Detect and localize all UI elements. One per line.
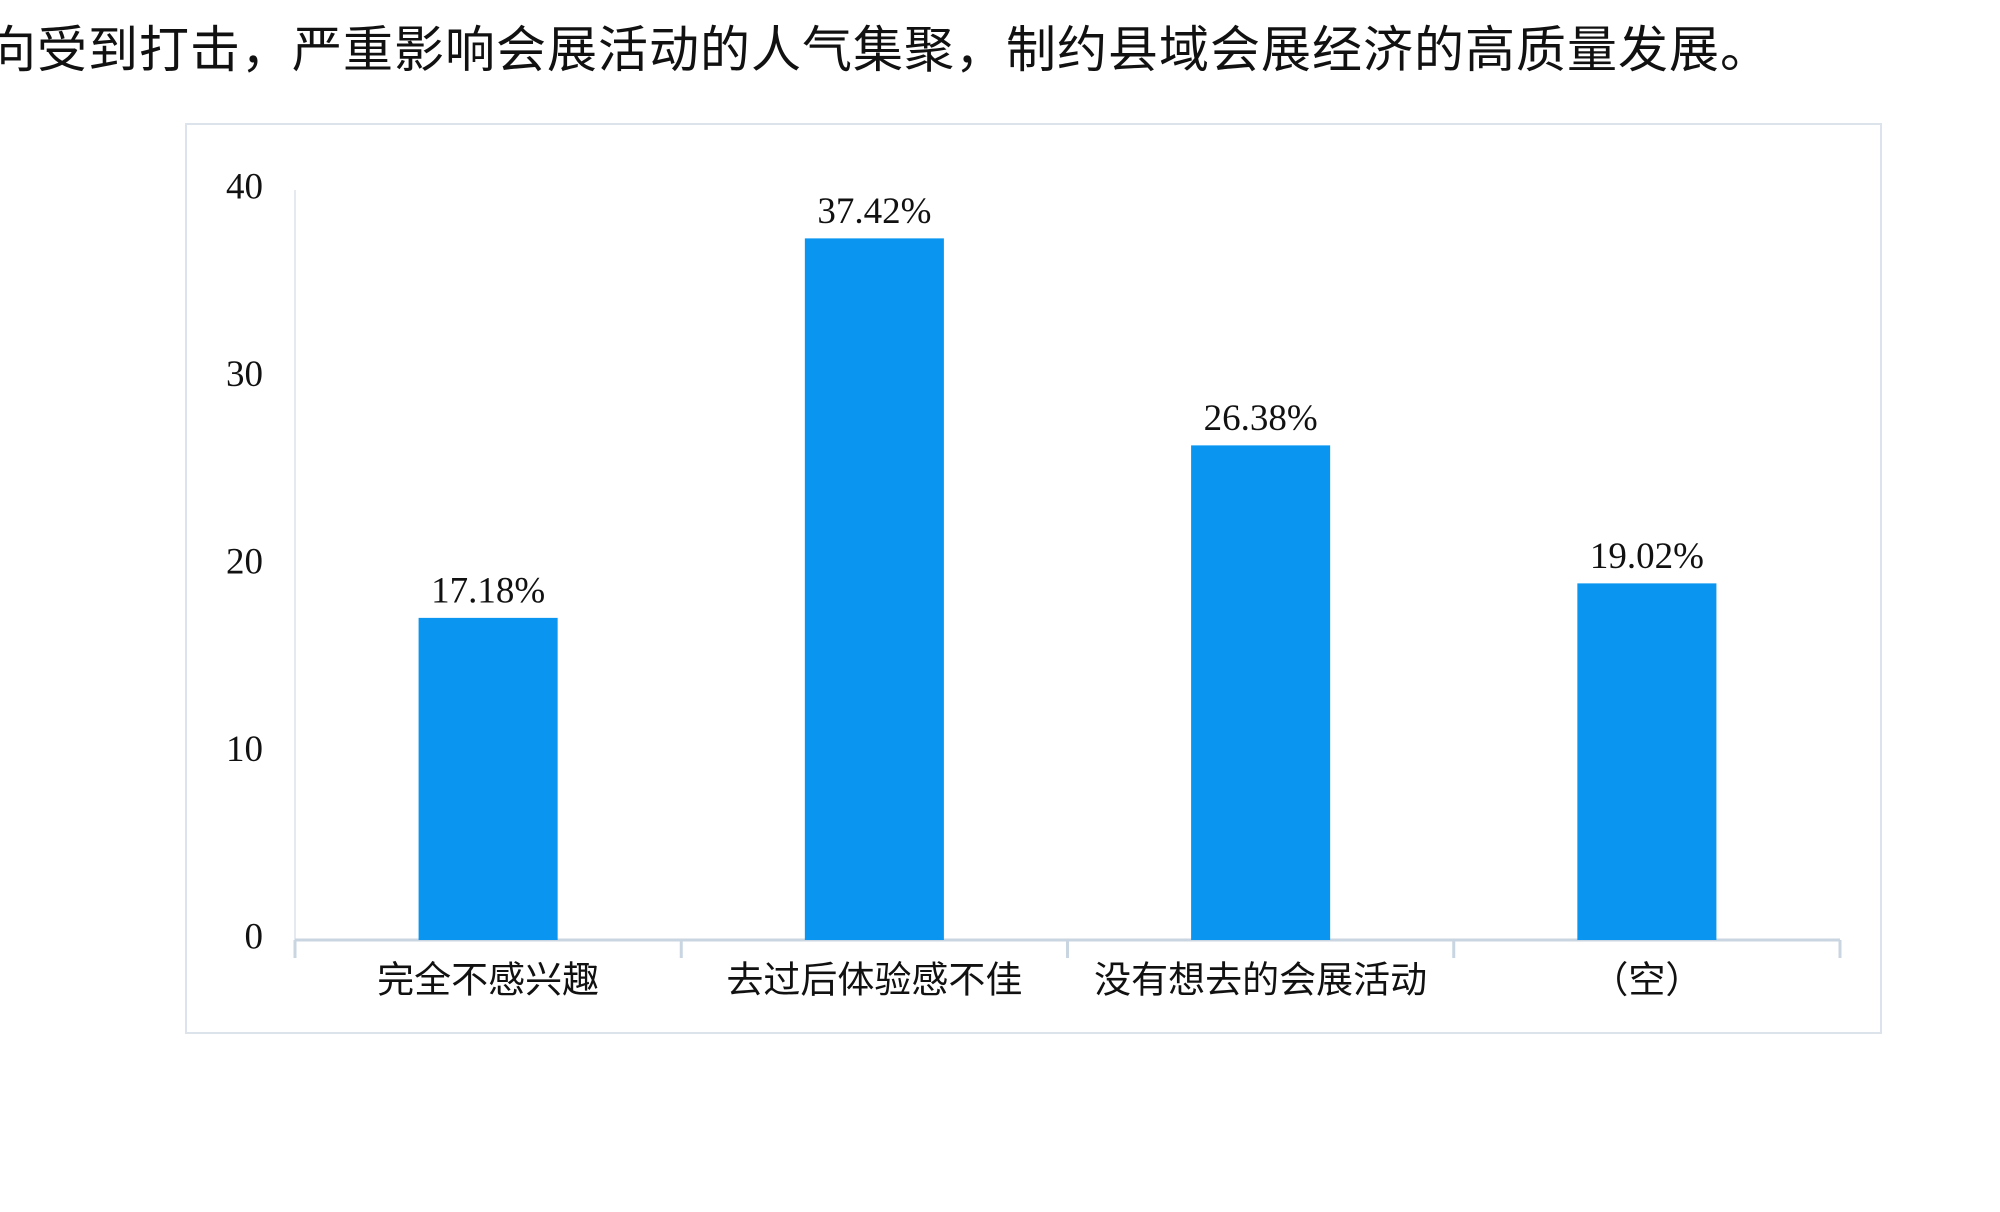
body-text: 向受到打击，严重影响会展活动的人气集聚，制约县域会展经济的高质量发展。 xyxy=(0,22,1771,78)
bar xyxy=(804,238,944,940)
chart-frame xyxy=(185,123,1882,1034)
y-tick-label: 20 xyxy=(226,541,263,582)
x-tick-label: 没有想去的会展活动 xyxy=(1094,959,1427,1001)
bar xyxy=(1577,583,1717,940)
data-label: 19.02% xyxy=(1590,536,1704,577)
data-label: 26.38% xyxy=(1204,398,1318,439)
x-tick-label: （空） xyxy=(1591,959,1702,1001)
y-tick-label: 40 xyxy=(226,166,263,207)
data-label: 37.42% xyxy=(817,191,931,232)
data-label: 17.18% xyxy=(431,570,545,611)
y-tick-label: 10 xyxy=(226,729,263,770)
bar xyxy=(1191,445,1331,940)
x-tick-label: 完全不感兴趣 xyxy=(377,959,599,1001)
x-tick-label: 去过后体验感不佳 xyxy=(726,959,1022,1001)
y-tick-label: 0 xyxy=(245,916,264,957)
y-tick-label: 30 xyxy=(226,354,263,395)
bar xyxy=(418,617,558,940)
